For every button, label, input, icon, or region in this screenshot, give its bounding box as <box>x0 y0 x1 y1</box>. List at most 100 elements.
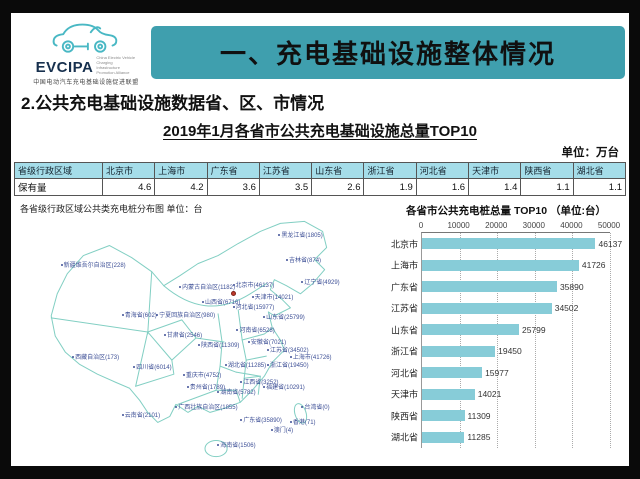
bar-category-label: 山东省 <box>390 325 418 336</box>
bar <box>422 367 483 378</box>
map-province-label: 湖北省(11285) <box>225 363 266 369</box>
table-cell-value: 1.1 <box>520 178 574 196</box>
table-cell-value: 1.9 <box>363 178 417 196</box>
table-row-label: 保有量 <box>14 178 103 196</box>
map-province-label: 海南省(1506) <box>217 443 255 449</box>
table-col-header: 陕西省 <box>520 162 574 179</box>
china-map-outline <box>50 220 328 458</box>
map-province-label: 天津市(14021) <box>252 295 294 301</box>
bar <box>422 238 596 249</box>
map-province-label: 山东省(25799) <box>263 315 305 321</box>
table-col-header: 山东省 <box>311 162 365 179</box>
bar <box>422 410 465 421</box>
table-cell-value: 2.6 <box>311 178 365 196</box>
slide-title: 一、充电基础设施整体情况 <box>219 39 556 69</box>
top10-table: 省级行政区域 北京市 上海市 广东省 江苏省 山东省 浙江省 河北省 天津市 陕西省 湖北省 保有量… <box>14 162 627 196</box>
table-col-header: 河北省 <box>415 162 470 179</box>
bar-value-label: 46137 <box>598 238 623 249</box>
bar-row: 广东省 35890 <box>391 276 610 298</box>
logo-subtitle: 中国电动汽车充电基础设施促进联盟 <box>33 80 139 86</box>
map-province-label: 北京市(46137) <box>233 283 275 289</box>
slide: EVCIPA China Electric Vehicle Charging I… <box>11 13 629 466</box>
gridline <box>610 233 611 448</box>
map-province-label: 湖南省(5782) <box>217 390 255 396</box>
map-province-label: 内蒙古自治区(1182) <box>179 285 235 291</box>
bar <box>422 302 552 314</box>
bar-row: 陕西省 11309 <box>391 405 610 427</box>
table-col-header: 江苏省 <box>258 162 313 179</box>
bar-category-label: 湖北省 <box>390 432 418 443</box>
bar-value-label: 19450 <box>498 346 522 357</box>
map-province-label: 上海市(41726) <box>290 355 332 361</box>
map-province-label: 澳门(4) <box>271 428 293 434</box>
bar-category-label: 广东省 <box>390 282 418 293</box>
table-cell-value: 1.6 <box>415 178 470 196</box>
bar-value-label: 14021 <box>477 389 502 400</box>
section-title: 2.公共充电基础设施数据省、区、市情况 <box>21 94 325 113</box>
table-col-header: 天津市 <box>468 162 522 179</box>
map-province-label: 西藏自治区(173) <box>72 355 119 361</box>
axis-tick-label: 30000 <box>522 221 545 230</box>
bar-category-label: 陕西省 <box>390 411 418 422</box>
top10-bar-chart: 各省市公共充电桩总量 TOP10 （单位:台） 0 10000 20000 30000… <box>383 203 629 465</box>
table-cell-value: 1.4 <box>468 178 522 196</box>
bar-value-label: 25799 <box>522 324 546 335</box>
map-province-label: 黑龙江省(1805) <box>278 233 322 239</box>
bar-value-label: 41726 <box>581 260 606 271</box>
table-cell-value: 3.5 <box>258 178 313 196</box>
axis-tick-label: 40000 <box>560 221 583 230</box>
bar-row: 天津市 14021 <box>391 384 610 406</box>
bar-row: 上海市 41726 <box>391 255 610 277</box>
gridline <box>534 233 536 448</box>
table-cell-value: 1.1 <box>572 178 627 196</box>
map-province-label: 江西省(3252) <box>240 380 278 386</box>
gridline <box>459 233 461 448</box>
table-col-header: 浙江省 <box>363 162 417 179</box>
ev-car-icon <box>52 23 118 53</box>
table-col-header: 北京市 <box>101 162 156 179</box>
table-cell-value: 4.2 <box>154 178 208 196</box>
map-province-label: 福建省(10291) <box>263 385 305 391</box>
map-province-label: 云南省(2101) <box>122 413 160 419</box>
bar <box>422 345 496 357</box>
chart-x-axis: 0 10000 20000 30000 40000 50000 <box>419 221 620 232</box>
bar-value-label: 34502 <box>554 303 579 314</box>
bar-row: 北京市 46137 <box>391 233 622 255</box>
table-col-header: 广东省 <box>206 162 260 179</box>
table-cell-value: 4.6 <box>101 178 156 196</box>
map-province-label: 吉林省(874) <box>286 258 321 264</box>
chart-title: 各省市公共充电桩总量 TOP10 （单位:台） <box>406 205 606 217</box>
map-province-label: 江苏省(34502) <box>267 348 309 354</box>
evcipa-logo: EVCIPA China Electric Vehicle Charging I… <box>19 19 153 87</box>
logo-tagline: China Electric Vehicle Charging Infrastr… <box>96 55 136 75</box>
map-province-label: 甘肃省(2546) <box>164 333 202 339</box>
map-province-label: 广东省(35890) <box>240 418 282 424</box>
bar-category-label: 天津市 <box>390 389 418 400</box>
map-province-label: 宁夏回族自治区(980) <box>156 313 215 319</box>
bar-category-label: 江苏省 <box>390 303 418 314</box>
map-province-label: 河南省(6528) <box>236 328 274 334</box>
bar-row: 山东省 25799 <box>391 319 610 341</box>
map-province-label: 广西壮族自治区(1855) <box>175 405 237 411</box>
map-province-label: 浙江省(19450) <box>267 363 309 369</box>
map-province-label: 河北省(15977) <box>233 305 275 311</box>
map-province-label: 台湾省(0) <box>301 405 329 411</box>
bar-value-label: 11309 <box>467 410 491 421</box>
map-province-label: 新疆维吾尔自治区(228) <box>61 263 126 269</box>
table-col-header: 上海市 <box>154 162 208 179</box>
logo-brand-text: EVCIPA <box>35 59 94 76</box>
table-title: 2019年1月各省市公共充电基础设施总量TOP10 <box>163 123 477 140</box>
bar <box>422 281 557 292</box>
axis-tick-label: 50000 <box>597 221 621 230</box>
bar-value-label: 35890 <box>559 281 584 292</box>
header-banner: 一、充电基础设施整体情况 <box>151 26 625 79</box>
bar-value-label: 11285 <box>467 432 491 443</box>
bar <box>422 431 465 443</box>
bar-category-label: 河北省 <box>390 368 418 379</box>
map-province-label: 青海省(602) <box>122 313 157 319</box>
table-cell-value: 3.6 <box>206 178 260 196</box>
bar-value-label: 15977 <box>485 367 509 378</box>
bar <box>422 388 475 400</box>
bar-row: 河北省 15977 <box>391 362 610 384</box>
